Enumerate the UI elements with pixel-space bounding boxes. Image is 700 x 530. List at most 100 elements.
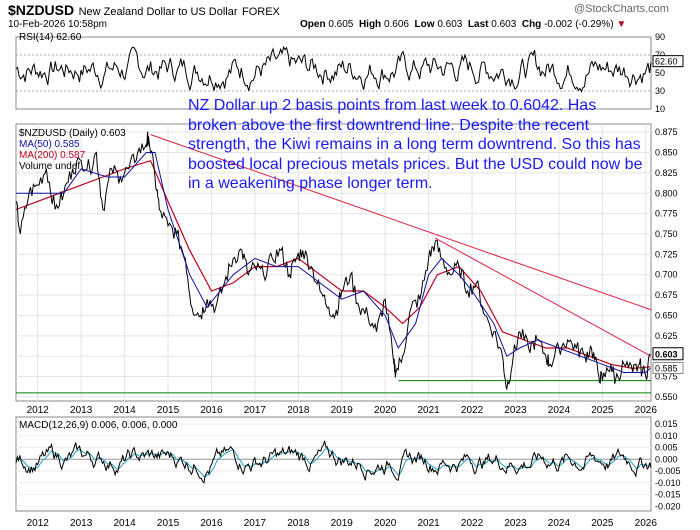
exchange-label: FOREX bbox=[241, 6, 280, 18]
trendline-1 bbox=[434, 237, 652, 357]
ma50-legend-item: MA(50) 0.585 bbox=[19, 139, 80, 150]
x-tick-label: 2019 bbox=[331, 518, 354, 529]
x-tick-label: 2017 bbox=[244, 405, 267, 416]
x-tick-label: 2017 bbox=[244, 518, 267, 529]
macd-signal-line bbox=[15, 447, 652, 478]
x-tick-label: 2015 bbox=[157, 518, 180, 529]
macd-legend: MACD(12,26,9) 0.006, 0.006, 0.000 bbox=[19, 420, 178, 431]
x-tick-label: 2022 bbox=[461, 405, 484, 416]
volume-legend-item: Volume undef bbox=[19, 161, 81, 172]
ohlc-readout: Open 0.605 High 0.606 Low 0.603 Last 0.6… bbox=[300, 19, 626, 30]
stockcharts-brand[interactable]: @StockCharts.com bbox=[574, 3, 669, 15]
x-tick-label: 2018 bbox=[287, 518, 310, 529]
rsi-tick-label: 70 bbox=[655, 50, 665, 60]
price-legend: $NZDUSD (Daily) 0.603 MA(50) 0.585 MA(20… bbox=[19, 128, 126, 172]
rsi-value-label: 62.60 bbox=[655, 57, 678, 67]
macd-tick-label: -0.010 bbox=[655, 478, 681, 488]
price-x-axis: 2012 2013 2014 2015 2016 2017 2018 2019 2020 2021… bbox=[27, 405, 658, 416]
rsi-line bbox=[15, 45, 652, 93]
rsi-legend: RSI(14) 62.60 bbox=[19, 32, 82, 43]
ma50-line bbox=[16, 152, 651, 373]
rsi-tick-label: 90 bbox=[655, 32, 665, 42]
macd-tick-label: 0.010 bbox=[655, 431, 678, 441]
price-legend-item: $NZDUSD (Daily) 0.603 bbox=[19, 128, 126, 139]
x-tick-label: 2012 bbox=[27, 518, 50, 529]
high-label: High bbox=[358, 19, 382, 30]
x-tick-label: 2023 bbox=[504, 518, 527, 529]
rsi-value-tag bbox=[652, 55, 684, 68]
price-tick-label: 0.575 bbox=[655, 372, 678, 382]
chg-value: -0.002 (-0.29%) bbox=[544, 19, 614, 30]
x-tick-label: 2013 bbox=[70, 518, 93, 529]
macd-tick-label: -0.015 bbox=[655, 490, 681, 500]
macd-tick-label: 0.015 bbox=[655, 419, 678, 429]
down-arrow-icon: ▼ bbox=[616, 19, 627, 30]
open-value: 0.605 bbox=[328, 19, 354, 30]
x-tick-label: 2019 bbox=[331, 405, 354, 416]
rsi-tick-label: 30 bbox=[655, 86, 665, 96]
low-label: Low bbox=[414, 19, 435, 30]
price-tick-label: 0.750 bbox=[655, 229, 678, 239]
x-tick-label: 2025 bbox=[591, 518, 614, 529]
x-tick-label: 2026 bbox=[635, 405, 658, 416]
high-value: 0.606 bbox=[383, 19, 409, 30]
ma-tag bbox=[652, 361, 684, 374]
price-tick-label: 0.800 bbox=[655, 188, 678, 198]
low-value: 0.603 bbox=[437, 19, 463, 30]
last-label: Last bbox=[467, 19, 489, 30]
open-label: Open bbox=[300, 19, 326, 30]
rsi-panel: 10 30 50 70 90 62.60 bbox=[15, 32, 684, 114]
x-tick-label: 2016 bbox=[200, 405, 223, 416]
x-tick-label: 2015 bbox=[157, 405, 180, 416]
macd-line bbox=[15, 440, 652, 484]
price-tick-label: 0.775 bbox=[655, 209, 678, 219]
price-tick-label: 0.825 bbox=[655, 168, 678, 178]
x-tick-label: 2024 bbox=[548, 405, 571, 416]
last-value: 0.603 bbox=[491, 19, 517, 30]
price-tick-label: 0.700 bbox=[655, 270, 678, 280]
chg-label: Chg bbox=[521, 19, 542, 30]
x-tick-label: 2016 bbox=[200, 518, 223, 529]
price-last-label: 0.603 bbox=[655, 350, 678, 360]
macd-tick-label: 0.005 bbox=[655, 443, 678, 453]
price-line bbox=[15, 131, 651, 391]
price-tick-label: 0.725 bbox=[655, 249, 678, 259]
x-tick-label: 2025 bbox=[591, 405, 614, 416]
macd-x-axis: 2012 2013 2014 2015 2016 2017 2018 2019 2020 2021… bbox=[27, 518, 658, 529]
price-tick-label: 0.675 bbox=[655, 290, 678, 300]
chart-header: $NZDUSD New Zealand Dollar to US Dollar … bbox=[8, 2, 280, 20]
macd-tick-label: 0.000 bbox=[655, 454, 678, 464]
ma200-legend-item: MA(200) 0.587 bbox=[19, 150, 86, 161]
price-tick-label: 0.550 bbox=[655, 392, 678, 402]
x-tick-label: 2014 bbox=[113, 405, 136, 416]
trendline-0 bbox=[150, 134, 652, 311]
price-tick-label: 0.850 bbox=[655, 148, 678, 158]
x-tick-label: 2024 bbox=[548, 518, 571, 529]
x-tick-label: 2020 bbox=[374, 405, 397, 416]
x-tick-label: 2023 bbox=[504, 405, 527, 416]
price-tick-label: 0.875 bbox=[655, 127, 678, 137]
x-tick-label: 2013 bbox=[70, 405, 93, 416]
x-tick-label: 2021 bbox=[417, 405, 440, 416]
x-tick-label: 2026 bbox=[635, 518, 658, 529]
price-tick-label: 0.625 bbox=[655, 331, 678, 341]
x-tick-label: 2018 bbox=[287, 405, 310, 416]
x-tick-label: 2021 bbox=[417, 518, 440, 529]
x-tick-label: 2022 bbox=[461, 518, 484, 529]
ma-tag-label: 0.585 bbox=[655, 363, 678, 373]
x-tick-label: 2020 bbox=[374, 518, 397, 529]
symbol-title: $NZDUSD bbox=[8, 2, 75, 18]
x-tick-label: 2014 bbox=[113, 518, 136, 529]
chart-annotation: NZ Dollar up 2 basis points from last we… bbox=[188, 97, 643, 192]
rsi-tick-label: 50 bbox=[655, 68, 665, 78]
instrument-name: New Zealand Dollar to US Dollar bbox=[78, 6, 238, 18]
macd-tick-label: -0.020 bbox=[655, 501, 681, 511]
macd-tick-label: -0.005 bbox=[655, 466, 681, 476]
rsi-tick-label: 10 bbox=[655, 104, 665, 114]
price-panel: 0.5500.5750.6000.6250.6500.6750.7000.725… bbox=[15, 123, 684, 402]
x-tick-label: 2012 bbox=[27, 405, 50, 416]
chart-datetime: 10-Feb-2026 10:58pm bbox=[8, 19, 107, 30]
price-tick-label: 0.650 bbox=[655, 310, 678, 320]
